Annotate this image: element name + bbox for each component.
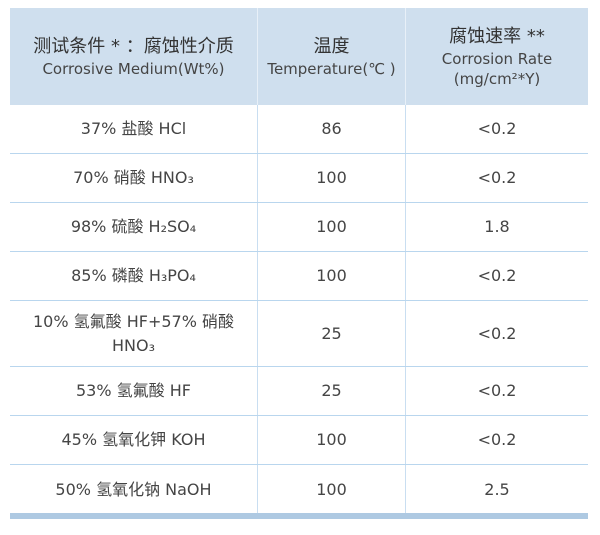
cell-rate: <0.2	[405, 154, 588, 202]
cell-rate: <0.2	[405, 105, 588, 153]
cell-temperature: 25	[257, 301, 405, 366]
header-corrosive-medium: 测试条件 * ：腐蚀性介质 Corrosive Medium(Wt%)	[10, 8, 257, 105]
cell-rate: <0.2	[405, 416, 588, 464]
header-corrosion-rate-en: Corrosion Rate	[441, 49, 553, 68]
table-bottom-bar	[10, 513, 588, 519]
table-row: 37% 盐酸 HCl 86 <0.2	[10, 105, 588, 154]
cell-temperature: 100	[257, 252, 405, 300]
table-row: 45% 氢氧化钾 KOH 100 <0.2	[10, 416, 588, 465]
cell-medium: 70% 硝酸 HNO₃	[73, 168, 194, 188]
table-header-row: 测试条件 * ：腐蚀性介质 Corrosive Medium(Wt%) 温度 T…	[10, 8, 588, 105]
cell-rate: <0.2	[405, 252, 588, 300]
cell-rate: <0.2	[405, 301, 588, 366]
table-row: 70% 硝酸 HNO₃ 100 <0.2	[10, 154, 588, 203]
cell-temperature: 86	[257, 105, 405, 153]
table-row: 98% 硫酸 H₂SO₄ 100 1.8	[10, 203, 588, 252]
cell-temperature: 100	[257, 154, 405, 202]
cell-rate: 2.5	[405, 465, 588, 515]
cell-rate: <0.2	[405, 367, 588, 415]
cell-temperature: 25	[257, 367, 405, 415]
table-row: 53% 氢氟酸 HF 25 <0.2	[10, 367, 588, 416]
header-corrosive-medium-en: Corrosive Medium(Wt%)	[42, 59, 225, 78]
cell-rate: 1.8	[405, 203, 588, 251]
header-temperature-zh: 温度	[313, 35, 350, 57]
table-row: 85% 磷酸 H₃PO₄ 100 <0.2	[10, 252, 588, 301]
table-row: 10% 氢氟酸 HF+57% 硝酸 HNO₃ 25 <0.2	[10, 301, 588, 367]
cell-medium: 85% 磷酸 H₃PO₄	[71, 266, 196, 286]
header-corrosive-medium-zh: 测试条件 * ：腐蚀性介质	[33, 35, 234, 57]
cell-medium: 45% 氢氧化钾 KOH	[61, 430, 206, 450]
cell-temperature: 100	[257, 416, 405, 464]
header-temperature-en: Temperature(℃ )	[267, 59, 396, 78]
header-corrosion-rate: 腐蚀速率 ** Corrosion Rate (mg/cm²*Y)	[405, 8, 588, 105]
header-corrosion-rate-unit: (mg/cm²*Y)	[453, 70, 541, 89]
header-corrosion-rate-zh: 腐蚀速率 **	[449, 25, 545, 47]
cell-medium: 10% 氢氟酸 HF+57% 硝酸 HNO₃	[32, 312, 235, 355]
cell-medium: 50% 氢氧化钠 NaOH	[55, 480, 212, 500]
cell-temperature: 100	[257, 465, 405, 515]
cell-temperature: 100	[257, 203, 405, 251]
cell-medium: 37% 盐酸 HCl	[80, 119, 187, 139]
header-temperature: 温度 Temperature(℃ )	[257, 8, 405, 105]
table-row: 50% 氢氧化钠 NaOH 100 2.5	[10, 465, 588, 515]
cell-medium: 98% 硫酸 H₂SO₄	[70, 217, 197, 237]
cell-medium: 53% 氢氟酸 HF	[76, 381, 191, 401]
corrosion-table: 测试条件 * ：腐蚀性介质 Corrosive Medium(Wt%) 温度 T…	[10, 8, 588, 515]
